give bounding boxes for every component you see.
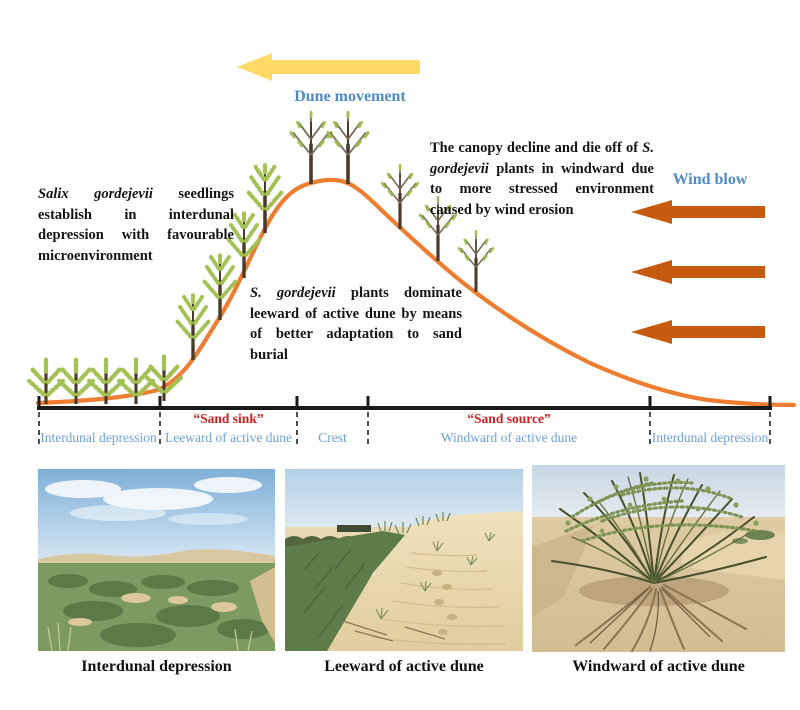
annotation-interdunal-seedlings: Salix gordejevii seedlings establish in …: [38, 186, 234, 264]
shrub-icons-interdunal: [29, 355, 181, 404]
zone-axis: [37, 396, 772, 448]
photo-windward-of-active-dune: [532, 465, 785, 652]
annotation-leeward-dominate: S. gordejevii plants dominate leeward of…: [250, 285, 462, 363]
wind-blow-label: Wind blow: [672, 171, 748, 188]
dune-movement-arrow-icon: [237, 53, 420, 81]
dune-profile-curve: [35, 177, 797, 408]
tree-icons-crest: [289, 110, 370, 186]
sand-sink-tag: “Sand sink”: [193, 411, 264, 426]
caption-leeward-of-active-dune: Leeward of active dune: [324, 658, 484, 675]
dune-profile-graphic: [0, 53, 797, 448]
photo-leeward-of-active-dune: [285, 469, 523, 651]
zone-label-leeward: Leeward of active dune: [164, 430, 293, 445]
caption-windward-of-active-dune: Windward of active dune: [572, 658, 745, 675]
zone-label-interdunal-right: Interdunal depression: [651, 430, 769, 445]
zone-label-windward: Windward of active dune: [440, 430, 578, 445]
dune-movement-label: Dune movement: [294, 88, 406, 105]
sand-source-tag: “Sand source”: [467, 411, 551, 426]
zone-label-crest: Crest: [318, 430, 347, 445]
zone-label-interdunal-left: Interdunal depression: [40, 430, 157, 445]
photo-interdunal-depression: [38, 469, 275, 651]
caption-interdunal-depression: Interdunal depression: [81, 658, 232, 675]
wind-arrow-icons: [631, 200, 765, 344]
annotation-windward-decline: The canopy decline and die off of S. gor…: [430, 140, 654, 218]
